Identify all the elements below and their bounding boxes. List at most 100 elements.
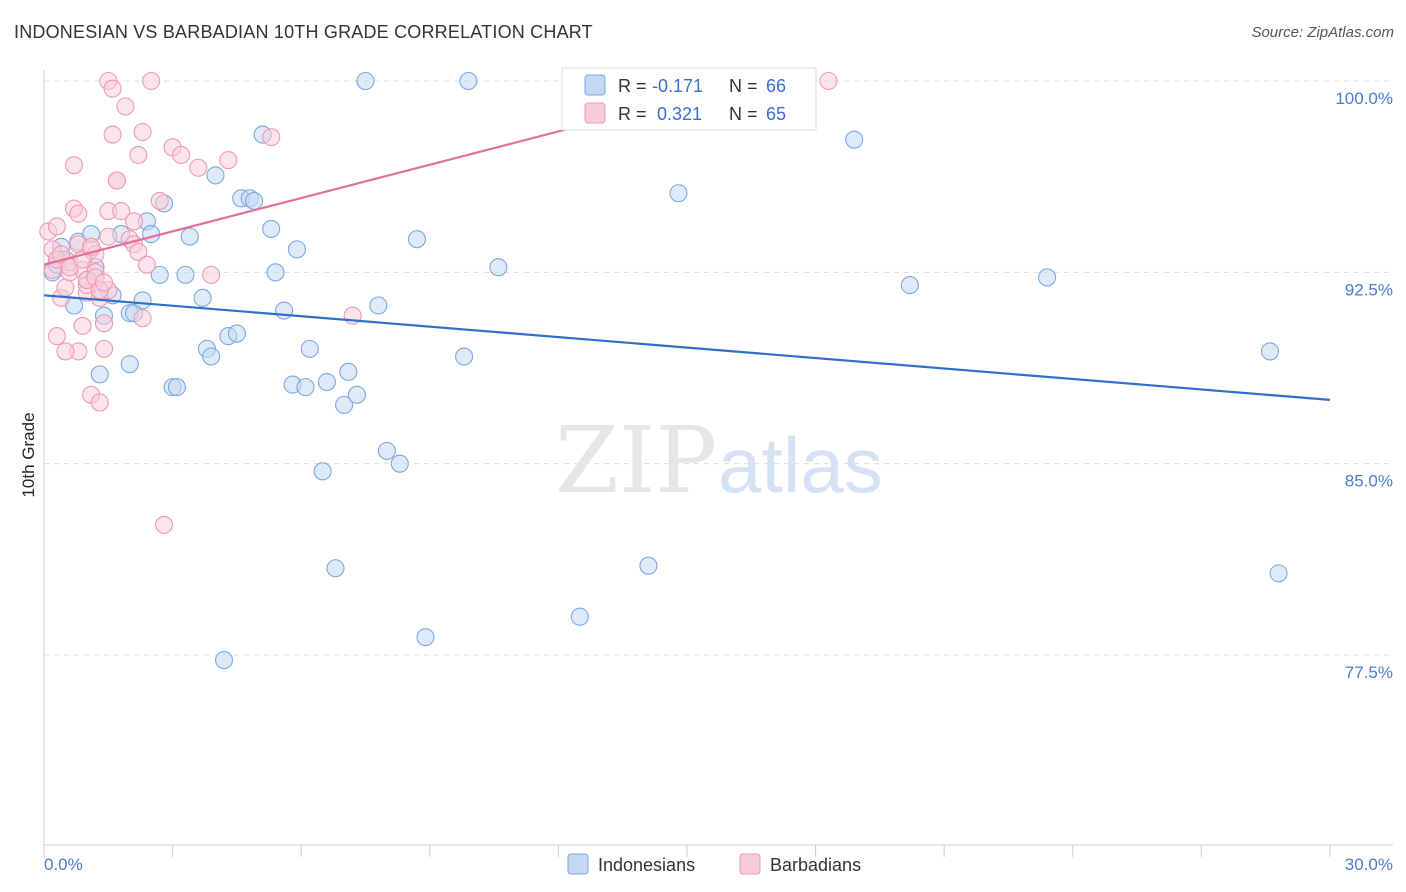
data-point — [356, 71, 375, 91]
watermark-atlas: atlas — [718, 421, 883, 509]
data-point — [296, 378, 315, 397]
axes — [43, 70, 1393, 857]
data-point — [116, 97, 135, 116]
series-legend: Indonesians Barbadians — [567, 853, 861, 875]
data-point — [103, 125, 122, 144]
data-point — [193, 288, 212, 307]
data-point — [56, 342, 75, 361]
data-point — [172, 145, 191, 165]
y-axis-label: 10th Grade — [19, 412, 38, 497]
data-point — [167, 378, 186, 397]
data-point — [133, 291, 152, 310]
data-point — [219, 151, 238, 170]
data-point — [47, 327, 66, 346]
data-point — [142, 71, 161, 91]
grid-lines — [44, 80, 1393, 656]
data-point — [266, 263, 285, 282]
data-point — [262, 219, 281, 239]
legend-label-indonesians: Indonesians — [598, 855, 695, 875]
data-point — [129, 145, 148, 165]
data-point — [287, 240, 306, 259]
watermark: ZIP atlas — [555, 407, 883, 514]
data-point — [900, 276, 919, 295]
data-point — [189, 158, 208, 177]
data-point — [150, 191, 169, 210]
data-point — [56, 278, 75, 297]
data-point — [94, 273, 114, 292]
source-credit: Source: ZipAtlas.com — [1251, 24, 1394, 41]
chart-title: INDONESIAN VS BARBADIAN 10TH GRADE CORRE… — [14, 22, 593, 42]
data-point — [313, 462, 332, 481]
data-point — [1038, 268, 1057, 287]
data-point — [99, 227, 118, 246]
data-point — [202, 347, 221, 366]
data-point — [227, 324, 246, 343]
x-tick-label: 0.0% — [44, 855, 83, 874]
data-point — [176, 265, 195, 284]
data-point — [142, 225, 161, 244]
data-point — [124, 212, 144, 231]
data-point — [819, 71, 838, 91]
data-point — [300, 339, 319, 358]
barbadians-points — [39, 71, 838, 534]
data-point — [112, 202, 131, 221]
data-point — [120, 355, 139, 374]
legend-swatch-indonesians — [567, 853, 589, 875]
data-point — [214, 651, 234, 670]
data-point — [669, 184, 688, 203]
data-point — [335, 395, 354, 415]
legend-swatch-indonesians — [584, 74, 606, 96]
data-point — [103, 79, 122, 98]
data-point — [1269, 564, 1288, 583]
data-point — [133, 122, 152, 142]
y-tick-label: 100.0% — [1335, 89, 1393, 108]
data-point — [407, 230, 426, 249]
data-point — [206, 166, 225, 185]
y-tick-label: 77.5% — [1345, 663, 1393, 682]
x-tick-label: 30.0% — [1345, 855, 1393, 874]
data-point — [339, 362, 358, 381]
data-point — [244, 191, 264, 210]
data-point — [90, 393, 109, 412]
y-tick-label: 85.0% — [1345, 472, 1393, 491]
data-point — [377, 441, 396, 460]
x-tick-labels: 0.0% 30.0% — [44, 855, 1393, 874]
legend-n-label: N = — [729, 76, 758, 96]
data-point — [347, 385, 366, 404]
data-point — [64, 156, 84, 175]
data-point — [262, 128, 281, 147]
data-point — [1260, 342, 1280, 361]
data-point — [137, 255, 156, 274]
data-point — [455, 347, 474, 366]
legend-label-barbadians: Barbadians — [770, 855, 861, 875]
data-point — [459, 71, 478, 91]
data-point — [154, 515, 174, 534]
data-point — [90, 365, 109, 384]
data-point — [326, 559, 345, 578]
data-point — [845, 130, 864, 149]
data-point — [390, 454, 409, 473]
data-point — [107, 171, 126, 190]
data-point — [639, 556, 658, 575]
data-point — [369, 296, 388, 315]
trend-line-indonesians — [43, 294, 1331, 401]
data-point — [180, 227, 199, 246]
data-point — [416, 628, 435, 647]
legend-swatch-barbadians — [739, 853, 761, 875]
data-point — [94, 314, 114, 333]
y-tick-label: 92.5% — [1345, 280, 1393, 299]
data-point — [202, 265, 221, 284]
data-point — [73, 316, 92, 335]
legend-r-value: 0.321 — [652, 104, 702, 124]
data-point — [129, 242, 148, 261]
legend-n-value: 66 — [766, 76, 786, 96]
legend-r-value: -0.171 — [652, 76, 703, 96]
data-point — [133, 309, 152, 328]
legend-n-label: N = — [729, 104, 758, 124]
watermark-zip: ZIP — [555, 407, 717, 514]
data-point — [275, 301, 294, 320]
legend-n-value: 65 — [766, 104, 786, 124]
legend-r-label: R = — [618, 76, 647, 96]
data-point — [489, 258, 508, 277]
